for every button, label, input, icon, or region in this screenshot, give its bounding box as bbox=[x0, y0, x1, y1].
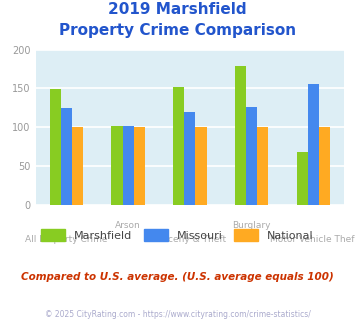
Text: Compared to U.S. average. (U.S. average equals 100): Compared to U.S. average. (U.S. average … bbox=[21, 272, 334, 282]
Bar bbox=[122, 126, 133, 205]
Text: Arson: Arson bbox=[115, 221, 141, 230]
Bar bbox=[72, 127, 83, 205]
Text: 2019 Marshfield: 2019 Marshfield bbox=[108, 2, 247, 16]
Bar bbox=[61, 109, 72, 205]
Text: © 2025 CityRating.com - https://www.cityrating.com/crime-statistics/: © 2025 CityRating.com - https://www.city… bbox=[45, 310, 310, 319]
Text: Larceny & Theft: Larceny & Theft bbox=[154, 235, 226, 244]
Text: Motor Vehicle Theft: Motor Vehicle Theft bbox=[269, 235, 355, 244]
Text: Property Crime Comparison: Property Crime Comparison bbox=[59, 23, 296, 38]
Text: All Property Crime: All Property Crime bbox=[25, 235, 108, 244]
Bar bbox=[319, 127, 330, 205]
Bar bbox=[308, 83, 319, 205]
Text: Burglary: Burglary bbox=[233, 221, 271, 230]
Bar bbox=[235, 66, 246, 205]
Bar bbox=[184, 112, 196, 205]
Legend: Marshfield, Missouri, National: Marshfield, Missouri, National bbox=[37, 225, 318, 245]
Bar bbox=[111, 126, 122, 205]
Bar bbox=[50, 89, 61, 205]
Bar bbox=[297, 152, 308, 205]
Bar bbox=[133, 127, 145, 205]
Bar bbox=[246, 107, 257, 205]
Bar bbox=[257, 127, 268, 205]
Bar bbox=[173, 87, 184, 205]
Bar bbox=[196, 127, 207, 205]
